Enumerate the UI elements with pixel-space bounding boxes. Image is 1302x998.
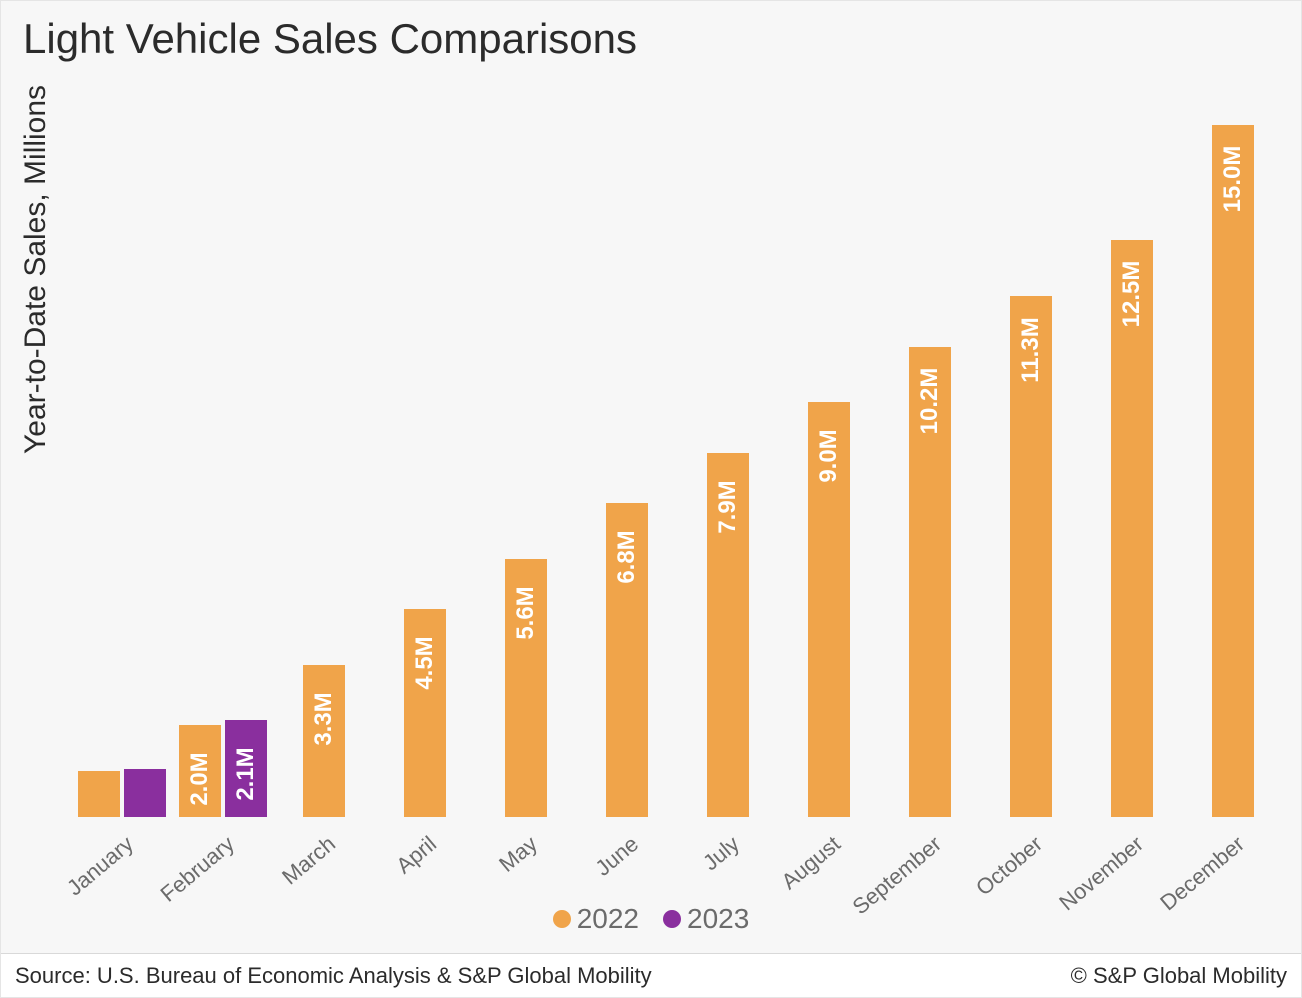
bar-2022: 6.8M	[606, 503, 648, 817]
bar-2022: 2.0M	[179, 725, 221, 817]
bar-group: 7.9MJuly	[677, 453, 778, 817]
bar-group: 6.8MJune	[576, 503, 677, 817]
footer: Source: U.S. Bureau of Economic Analysis…	[1, 953, 1301, 997]
bar-value-label: 12.5M	[1118, 261, 1146, 328]
bar-2022	[78, 771, 120, 817]
bar-value-label: 6.8M	[613, 531, 641, 584]
legend-item: 2023	[663, 903, 749, 935]
bar-group: January	[71, 769, 172, 817]
chart-frame: Light Vehicle Sales Comparisons Year-to-…	[0, 0, 1302, 998]
bar-value-label: 7.9M	[714, 480, 742, 533]
bar-2022: 11.3M	[1010, 296, 1052, 817]
bar-2022: 4.5M	[404, 609, 446, 817]
bar-group: 11.3MOctober	[980, 296, 1081, 817]
bar-value-label: 2.0M	[186, 752, 214, 805]
x-tick-label: January	[62, 831, 139, 901]
bar-group: 9.0MAugust	[778, 402, 879, 817]
bar-group: 4.5MApril	[374, 609, 475, 817]
bar-value-label: 10.2M	[916, 367, 944, 434]
bar-group: 15.0MDecember	[1182, 125, 1283, 817]
bar-group: 3.3MMarch	[273, 665, 374, 817]
bar-2022: 15.0M	[1212, 125, 1254, 817]
legend: 2022 2023	[1, 903, 1301, 935]
legend-item: 2022	[553, 903, 639, 935]
x-tick-label: July	[698, 831, 745, 876]
legend-swatch	[553, 910, 571, 928]
bar-value-label: 9.0M	[815, 429, 843, 482]
bar-value-label: 5.6M	[512, 586, 540, 639]
bar-group: 12.5MNovember	[1081, 240, 1182, 817]
plot-area: January2.0M2.1MFebruary3.3MMarch4.5MApri…	[71, 81, 1281, 817]
x-tick-label: February	[155, 831, 239, 908]
x-tick-label: June	[590, 831, 643, 882]
legend-label: 2022	[577, 903, 639, 935]
x-tick-label: October	[971, 831, 1048, 901]
bar-value-label: 4.5M	[411, 637, 439, 690]
bar-2023	[124, 769, 166, 817]
chart-title: Light Vehicle Sales Comparisons	[23, 15, 637, 63]
source-text: Source: U.S. Bureau of Economic Analysis…	[15, 963, 652, 989]
bar-2022: 12.5M	[1111, 240, 1153, 817]
copyright-text: © S&P Global Mobility	[1071, 963, 1287, 989]
y-axis-label: Year-to-Date Sales, Millions	[19, 85, 53, 454]
bar-group: 2.0M2.1MFebruary	[172, 720, 273, 817]
x-tick-label: August	[776, 831, 845, 895]
bar-group: 10.2MSeptember	[879, 347, 980, 817]
x-tick-label: March	[277, 831, 341, 890]
bar-value-label: 11.3M	[1017, 317, 1045, 382]
bar-2022: 7.9M	[707, 453, 749, 817]
bar-2022: 10.2M	[909, 347, 951, 817]
legend-label: 2023	[687, 903, 749, 935]
bar-2022: 9.0M	[808, 402, 850, 817]
bar-2022: 3.3M	[303, 665, 345, 817]
bar-2023: 2.1M	[225, 720, 267, 817]
bar-value-label: 15.0M	[1219, 146, 1247, 213]
bar-2022: 5.6M	[505, 559, 547, 817]
legend-swatch	[663, 910, 681, 928]
bar-value-label: 3.3M	[310, 692, 338, 745]
x-tick-label: May	[494, 831, 543, 878]
x-tick-label: April	[391, 831, 441, 879]
bar-group: 5.6MMay	[475, 559, 576, 817]
bar-value-label: 2.1M	[232, 747, 260, 800]
